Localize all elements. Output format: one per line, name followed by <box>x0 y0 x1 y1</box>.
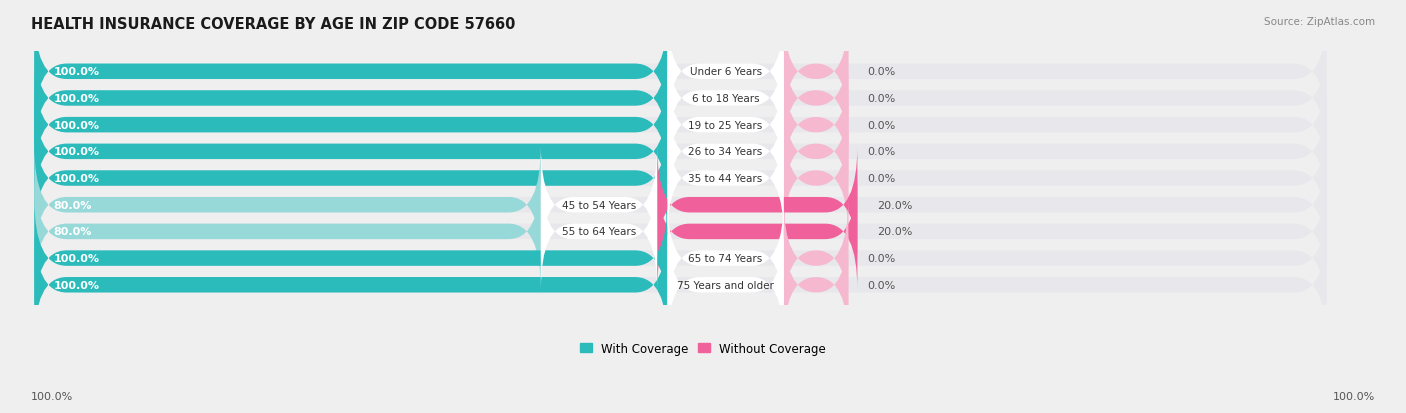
FancyBboxPatch shape <box>34 173 1326 291</box>
FancyBboxPatch shape <box>34 120 668 237</box>
FancyBboxPatch shape <box>34 93 1326 211</box>
FancyBboxPatch shape <box>34 146 541 264</box>
FancyBboxPatch shape <box>668 199 783 317</box>
Text: Source: ZipAtlas.com: Source: ZipAtlas.com <box>1264 17 1375 26</box>
Text: 6 to 18 Years: 6 to 18 Years <box>692 94 759 104</box>
FancyBboxPatch shape <box>34 199 668 317</box>
FancyBboxPatch shape <box>34 93 668 211</box>
Text: 100.0%: 100.0% <box>1333 391 1375 401</box>
Text: Under 6 Years: Under 6 Years <box>689 67 762 77</box>
FancyBboxPatch shape <box>783 93 848 211</box>
Text: 80.0%: 80.0% <box>53 227 93 237</box>
Text: 0.0%: 0.0% <box>868 147 896 157</box>
Text: 100.0%: 100.0% <box>53 94 100 104</box>
Text: 100.0%: 100.0% <box>53 280 100 290</box>
FancyBboxPatch shape <box>783 40 848 158</box>
Text: HEALTH INSURANCE COVERAGE BY AGE IN ZIP CODE 57660: HEALTH INSURANCE COVERAGE BY AGE IN ZIP … <box>31 17 516 31</box>
FancyBboxPatch shape <box>668 120 783 237</box>
Text: 80.0%: 80.0% <box>53 200 93 210</box>
FancyBboxPatch shape <box>34 226 668 344</box>
FancyBboxPatch shape <box>34 226 1326 344</box>
Text: 20.0%: 20.0% <box>877 200 912 210</box>
FancyBboxPatch shape <box>34 13 668 131</box>
Text: 100.0%: 100.0% <box>53 120 100 131</box>
FancyBboxPatch shape <box>541 146 657 264</box>
FancyBboxPatch shape <box>783 226 848 344</box>
FancyBboxPatch shape <box>668 40 783 158</box>
Text: 55 to 64 Years: 55 to 64 Years <box>562 227 636 237</box>
Legend: With Coverage, Without Coverage: With Coverage, Without Coverage <box>579 342 827 355</box>
Text: 100.0%: 100.0% <box>53 173 100 184</box>
Text: 0.0%: 0.0% <box>868 67 896 77</box>
FancyBboxPatch shape <box>34 66 668 184</box>
Text: 19 to 25 Years: 19 to 25 Years <box>689 120 762 131</box>
Text: 100.0%: 100.0% <box>31 391 73 401</box>
Text: 0.0%: 0.0% <box>868 173 896 184</box>
FancyBboxPatch shape <box>34 173 541 291</box>
FancyBboxPatch shape <box>34 66 1326 184</box>
FancyBboxPatch shape <box>34 40 668 158</box>
FancyBboxPatch shape <box>34 13 1326 131</box>
FancyBboxPatch shape <box>668 13 783 131</box>
Text: 75 Years and older: 75 Years and older <box>678 280 775 290</box>
Text: 0.0%: 0.0% <box>868 280 896 290</box>
FancyBboxPatch shape <box>657 173 858 291</box>
Text: 0.0%: 0.0% <box>868 120 896 131</box>
Text: 20.0%: 20.0% <box>877 227 912 237</box>
FancyBboxPatch shape <box>541 173 657 291</box>
FancyBboxPatch shape <box>657 146 858 264</box>
Text: 35 to 44 Years: 35 to 44 Years <box>689 173 762 184</box>
FancyBboxPatch shape <box>34 146 1326 264</box>
Text: 100.0%: 100.0% <box>53 67 100 77</box>
Text: 26 to 34 Years: 26 to 34 Years <box>689 147 762 157</box>
Text: 65 to 74 Years: 65 to 74 Years <box>689 254 762 263</box>
Text: 100.0%: 100.0% <box>53 147 100 157</box>
FancyBboxPatch shape <box>34 199 1326 317</box>
FancyBboxPatch shape <box>783 199 848 317</box>
FancyBboxPatch shape <box>668 226 783 344</box>
FancyBboxPatch shape <box>783 13 848 131</box>
Text: 100.0%: 100.0% <box>53 254 100 263</box>
FancyBboxPatch shape <box>783 66 848 184</box>
FancyBboxPatch shape <box>668 66 783 184</box>
FancyBboxPatch shape <box>34 40 1326 158</box>
FancyBboxPatch shape <box>34 120 1326 237</box>
FancyBboxPatch shape <box>783 120 848 237</box>
Text: 45 to 54 Years: 45 to 54 Years <box>562 200 636 210</box>
Text: 0.0%: 0.0% <box>868 254 896 263</box>
FancyBboxPatch shape <box>668 93 783 211</box>
Text: 0.0%: 0.0% <box>868 94 896 104</box>
